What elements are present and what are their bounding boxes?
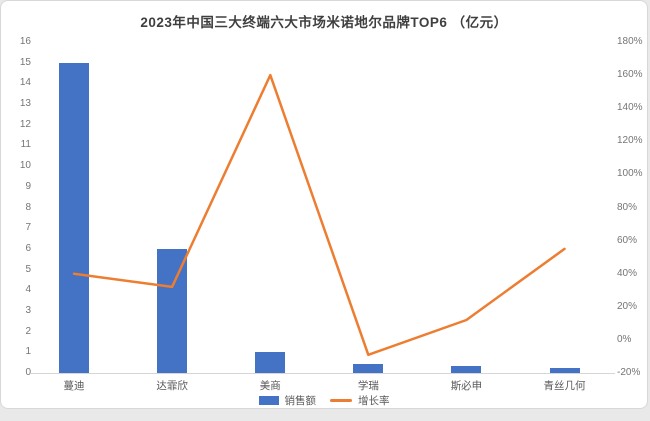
y-axis-left-tick: 10	[19, 160, 31, 172]
y-axis-left-tick: 11	[20, 139, 31, 151]
y-axis-left-tick: 3	[25, 304, 31, 316]
y-axis-left-tick: 9	[25, 180, 31, 192]
y-axis-left-tick: 5	[25, 263, 31, 275]
y-axis-right-tick: 120%	[617, 135, 643, 147]
y-axis-right-tick: 0%	[617, 333, 632, 345]
y-axis-left-tick: 8	[25, 201, 31, 213]
sales-bar-legend-swatch	[258, 396, 279, 405]
x-axis-baseline	[31, 373, 615, 374]
growth-legend-label: 增长率	[358, 395, 390, 407]
category-label-斯必申: 斯必申	[450, 380, 483, 392]
y-axis-right-tick: 80%	[617, 201, 638, 213]
sales-bar-美商	[255, 352, 286, 373]
category-label-蔓迪: 蔓迪	[63, 380, 85, 392]
sales-bar-学瑞	[353, 363, 384, 373]
y-axis-left-tick: 7	[25, 222, 31, 234]
chart-title: 2023年中国三大终端六大市场米诺地尔品牌TOP6 （亿元）	[140, 15, 508, 30]
category-label-学瑞: 学瑞	[357, 380, 379, 392]
sales-legend-label: 销售额	[284, 395, 317, 407]
category-label-青丝几何: 青丝几何	[543, 380, 586, 392]
y-axis-right-tick: -20%	[617, 367, 641, 378]
y-axis-left-tick: 16	[19, 36, 31, 47]
y-axis-right-tick: 40%	[617, 267, 638, 279]
y-axis-left-tick: 2	[25, 325, 31, 337]
y-axis-left-tick: 6	[25, 242, 31, 254]
growth-line-legend-swatch	[330, 399, 352, 402]
category-label-美商: 美商	[259, 380, 281, 392]
y-axis-left-tick: 13	[19, 98, 31, 110]
y-axis-right-tick: 60%	[617, 234, 638, 246]
y-axis-left-tick: 0	[25, 367, 31, 378]
category-label-达霏欣: 达霏欣	[156, 380, 188, 392]
y-axis-right-tick: 20%	[617, 300, 638, 312]
y-axis-left-tick: 1	[25, 346, 31, 358]
y-axis-right-tick: 160%	[617, 69, 643, 81]
y-axis-left-tick: 15	[19, 56, 31, 68]
y-axis-left-tick: 12	[19, 118, 31, 130]
legend: 销售额 增长率	[1, 393, 647, 408]
y-axis-right-tick: 180%	[617, 36, 643, 47]
sales-bar-蔓迪	[59, 62, 90, 373]
y-axis-right-tick: 100%	[617, 168, 643, 180]
y-axis-left-tick: 4	[25, 284, 31, 296]
y-axis-left-tick: 14	[19, 77, 31, 89]
sales-bar-青丝几何	[549, 367, 580, 373]
sales-bar-达霏欣	[157, 248, 188, 373]
plot-area: 0 1 2 3 4 5 6 7 8 9 10 11 12 13 14 15 16 -20% 0% 20% 40% 60% 8…	[1, 1, 647, 408]
y-axis-right-tick: 140%	[617, 102, 643, 114]
sales-bar-斯必申	[451, 365, 482, 373]
